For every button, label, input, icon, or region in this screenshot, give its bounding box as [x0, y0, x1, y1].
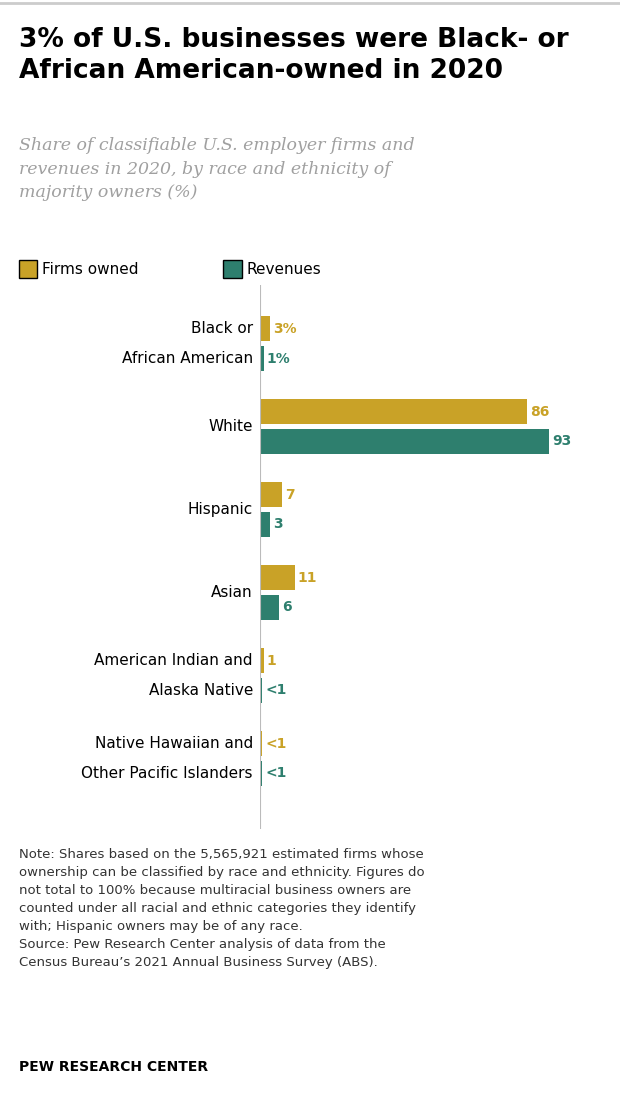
Text: Native Hawaiian and: Native Hawaiian and	[95, 736, 253, 751]
Text: <1: <1	[265, 766, 286, 781]
Text: 7: 7	[285, 488, 295, 502]
Text: 1%: 1%	[267, 351, 290, 366]
Text: American Indian and: American Indian and	[94, 653, 253, 668]
Bar	[260, 482, 282, 507]
Text: 6: 6	[282, 601, 292, 615]
Text: 3% of U.S. businesses were Black- or
African American-owned in 2020: 3% of U.S. businesses were Black- or Afr…	[19, 27, 568, 85]
Bar	[260, 346, 264, 371]
Text: 86: 86	[530, 404, 549, 418]
Bar	[260, 595, 279, 620]
Text: Note: Shares based on the 5,565,921 estimated firms whose
ownership can be class: Note: Shares based on the 5,565,921 esti…	[19, 848, 424, 968]
Text: 3: 3	[273, 517, 283, 531]
Text: Asian: Asian	[211, 585, 253, 600]
Text: Alaska Native: Alaska Native	[149, 683, 253, 698]
Text: Other Pacific Islanders: Other Pacific Islanders	[81, 766, 253, 781]
Bar	[260, 316, 270, 341]
Text: 3%: 3%	[273, 322, 296, 336]
Text: Black or: Black or	[191, 321, 253, 336]
Text: 1: 1	[267, 653, 277, 668]
Bar	[260, 677, 262, 703]
Text: 11: 11	[298, 571, 317, 584]
Bar	[260, 512, 270, 537]
Text: Hispanic: Hispanic	[188, 502, 253, 517]
Text: 93: 93	[552, 435, 571, 448]
Text: PEW RESEARCH CENTER: PEW RESEARCH CENTER	[19, 1060, 208, 1074]
Bar	[260, 648, 264, 673]
Text: African American: African American	[122, 351, 253, 366]
Text: Firms owned: Firms owned	[42, 261, 139, 277]
Text: Revenues: Revenues	[247, 261, 322, 277]
Bar	[260, 400, 527, 424]
Bar	[260, 761, 262, 786]
Bar	[260, 429, 549, 453]
Text: Share of classifiable U.S. employer firms and
revenues in 2020, by race and ethn: Share of classifiable U.S. employer firm…	[19, 137, 414, 201]
Bar	[260, 731, 262, 755]
Text: White: White	[208, 419, 253, 434]
Text: <1: <1	[265, 683, 286, 697]
Bar	[260, 565, 294, 590]
Text: <1: <1	[265, 737, 286, 751]
